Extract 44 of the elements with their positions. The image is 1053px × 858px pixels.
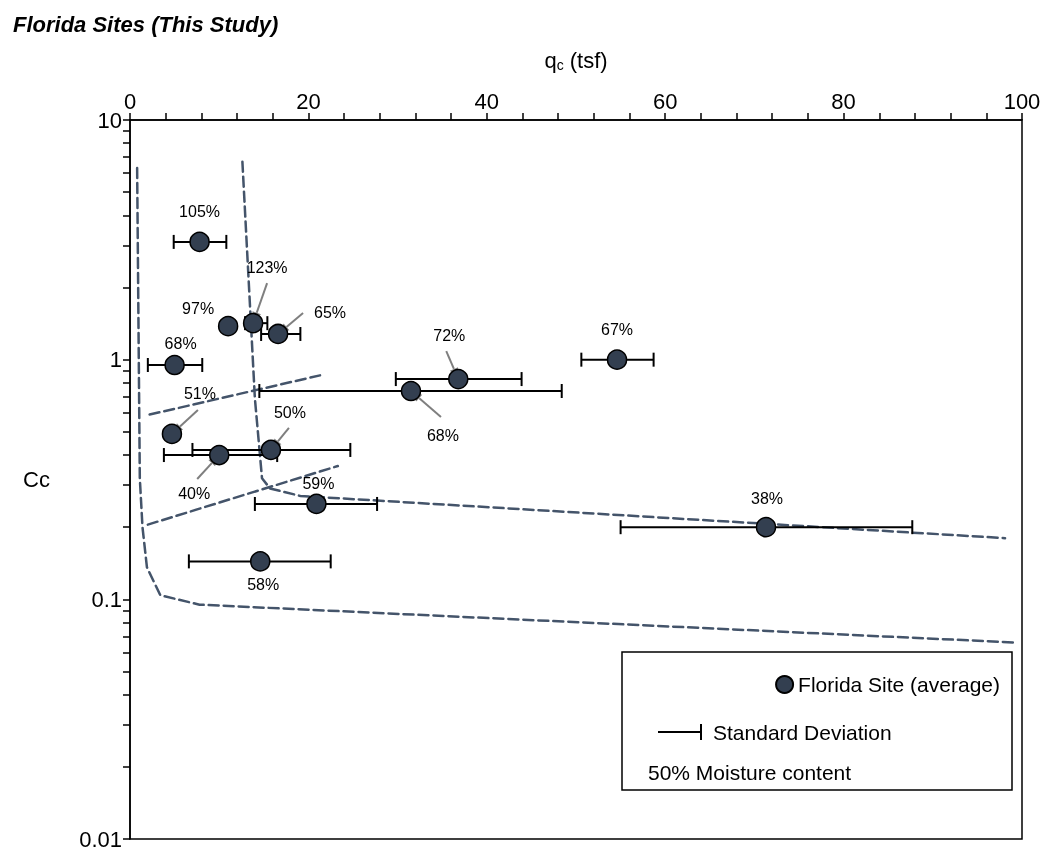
x-tick-label: 0 bbox=[123, 88, 137, 114]
chart-title: Florida Sites (This Study) bbox=[13, 11, 279, 37]
annotation: 65% bbox=[314, 304, 347, 322]
point bbox=[161, 423, 183, 445]
point bbox=[208, 444, 230, 466]
point bbox=[448, 368, 469, 390]
x-tick-label: 100 bbox=[1003, 88, 1041, 114]
annotation: Standard Deviation bbox=[713, 720, 892, 744]
point bbox=[400, 380, 422, 402]
point bbox=[606, 349, 628, 370]
annotation: 105% bbox=[179, 203, 221, 221]
annotation: 72% bbox=[433, 326, 466, 344]
annotation: 59% bbox=[302, 475, 335, 493]
annotation: 51% bbox=[183, 385, 216, 403]
point bbox=[267, 323, 289, 345]
annotation: 97% bbox=[182, 299, 215, 317]
point bbox=[250, 551, 271, 572]
annotation: 68% bbox=[164, 334, 197, 352]
annotation: 40% bbox=[178, 484, 211, 502]
annotation: 50% Moisture content bbox=[648, 760, 852, 784]
y-tick-label: 10 bbox=[97, 107, 122, 133]
annotation: 67% bbox=[601, 321, 634, 339]
legend-label: Florida Site (average) bbox=[798, 673, 1000, 696]
point bbox=[242, 312, 264, 334]
annotation: 123% bbox=[246, 258, 288, 276]
y-tick-label: 1 bbox=[109, 347, 122, 373]
point bbox=[755, 516, 777, 538]
y-tick-label: 0.1 bbox=[91, 586, 122, 612]
point bbox=[217, 315, 239, 337]
point bbox=[164, 354, 185, 376]
annotation: 58% bbox=[247, 575, 280, 593]
x-axis-title: qc (tsf) bbox=[544, 47, 608, 73]
annotation: 68% bbox=[426, 426, 459, 444]
annotation: 38% bbox=[750, 489, 784, 507]
y-tick-label: 0.01 bbox=[79, 826, 122, 852]
y-axis-title: Cc bbox=[23, 467, 50, 492]
annotation: 50% bbox=[273, 404, 306, 422]
x-tick-label: 80 bbox=[831, 88, 856, 114]
x-tick-label: 20 bbox=[296, 88, 321, 114]
point bbox=[260, 439, 282, 461]
x-tick-label: 60 bbox=[652, 88, 678, 114]
point bbox=[189, 231, 210, 253]
x-tick-label: 40 bbox=[474, 88, 500, 114]
point bbox=[306, 493, 327, 515]
